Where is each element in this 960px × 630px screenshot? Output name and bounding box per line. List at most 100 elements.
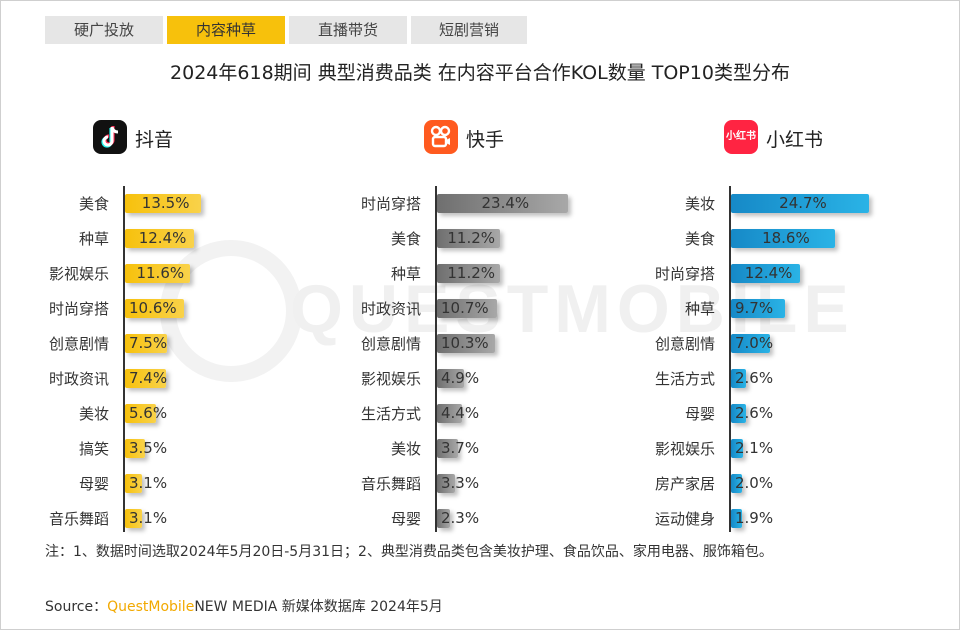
value-label: 2.1% [735,439,774,457]
category-label: 时尚穿搭 [360,195,421,213]
axis-line-kuaishou [435,186,437,532]
footnote: 注：1、数据时间选取2024年5月20日-5月31日；2、典型消费品类包含美妆护… [45,544,773,560]
value-label: 3.3% [441,474,480,492]
value-label: 10.3% [441,334,489,352]
bar-douyin [125,264,190,283]
category-label: 生活方式 [654,370,715,388]
value-label: 7.4% [129,369,168,387]
tab-livestream-sales[interactable]: 直播带货 [289,16,407,44]
category-label: 影视娱乐 [360,370,421,388]
category-label: 影视娱乐 [48,265,109,283]
bar-kuaishou [437,264,500,283]
value-label: 10.7% [441,299,489,317]
tab-short-drama[interactable]: 短剧营销 [411,16,527,44]
bar-kuaishou [437,334,495,353]
bar-kuaishou [437,369,465,388]
value-label: 4.4% [441,404,480,422]
bar-douyin [125,334,167,353]
value-label: 2.6% [735,404,774,422]
bar-xiaohongshu [731,229,836,248]
bar-douyin [125,439,145,458]
value-label: 9.7% [735,299,774,317]
category-label: 时尚穿搭 [48,300,109,318]
xiaohongshu-logo-text: 小红书 [726,131,756,142]
value-label: 12.4% [138,229,187,247]
bar-xiaohongshu [731,264,801,283]
bar-kuaishou [437,404,462,423]
bar-douyin [125,404,157,423]
category-label: 影视娱乐 [654,440,715,458]
bar-xiaohongshu [731,509,742,528]
category-label: 时尚穿搭 [654,265,715,283]
platform-name-xiaohongshu: 小红书 [766,129,824,151]
value-label: 18.6% [762,229,810,247]
bar-kuaishou [437,439,458,458]
axis-line-xiaohongshu [729,186,731,532]
category-label: 创意剧情 [654,335,715,353]
value-label: 11.2% [447,264,496,282]
bar-douyin [125,474,143,493]
value-label: 12.4% [744,264,793,282]
value-label: 3.5% [129,439,168,457]
source-suffix: NEW MEDIA 新媒体数据库 2024年5月 [194,599,443,615]
axis-line-douyin [123,186,125,532]
value-label: 4.9% [441,369,480,387]
bar-kuaishou [437,194,569,213]
category-label: 音乐舞蹈 [48,510,109,528]
value-label: 3.1% [129,509,168,527]
bar-kuaishou [437,229,500,248]
bar-xiaohongshu [731,474,743,493]
category-label: 母婴 [684,405,715,423]
bar-xiaohongshu [731,334,771,353]
category-label: 生活方式 [360,405,421,423]
tab-hard-ads[interactable]: 硬广投放 [45,16,163,44]
category-label: 房产家居 [654,475,715,493]
tab-content-seeding[interactable]: 内容种草 [167,16,285,44]
source-line: Source：QuestMobileNEW MEDIA 新媒体数据库 2024年… [45,596,443,616]
value-label: 3.7% [441,439,480,457]
douyin-logo-icon [93,120,127,154]
value-label: 23.4% [481,194,530,212]
bar-douyin [125,194,201,213]
value-label: 13.5% [141,194,190,212]
bar-xiaohongshu [731,299,786,318]
category-label: 音乐舞蹈 [360,475,421,493]
platform-name-douyin: 抖音 [135,129,174,151]
source-brand: QuestMobile [107,599,195,615]
category-label: 创意剧情 [48,335,109,353]
category-label: 美食 [78,195,109,213]
bar-xiaohongshu [731,439,743,458]
value-label: 5.6% [129,404,168,422]
value-label: 1.9% [735,509,774,527]
category-label: 美食 [684,230,715,248]
platform-name-kuaishou: 快手 [466,129,505,151]
category-label: 种草 [684,300,715,318]
category-label: 母婴 [78,475,109,493]
source-prefix: Source： [45,599,108,615]
value-label: 3.1% [129,474,168,492]
bar-xiaohongshu [731,194,870,213]
chart-title: 2024年618期间 典型消费品类 在内容平台合作KOL数量 TOP10类型分布 [170,62,790,84]
bar-xiaohongshu [731,404,746,423]
category-label: 美妆 [390,440,421,458]
category-label: 时政资讯 [48,370,109,388]
bar-douyin [125,229,195,248]
category-label: 美妆 [684,195,715,213]
category-label: 搞笑 [78,440,109,458]
bar-kuaishou [437,509,450,528]
xiaohongshu-logo-icon: 小红书 [724,120,758,154]
bar-douyin [125,299,185,318]
value-label: 11.2% [447,229,496,247]
bar-kuaishou [437,474,456,493]
value-label: 7.0% [735,334,774,352]
category-label: 母婴 [390,510,421,528]
category-label: 美妆 [78,405,109,423]
value-label: 7.5% [129,334,168,352]
value-label: 24.7% [779,194,827,212]
category-label: 种草 [390,265,421,283]
bar-kuaishou [437,299,497,318]
category-label: 时政资讯 [360,300,421,318]
value-label: 2.6% [735,369,774,387]
bar-xiaohongshu [731,369,746,388]
value-label: 2.0% [735,474,774,492]
